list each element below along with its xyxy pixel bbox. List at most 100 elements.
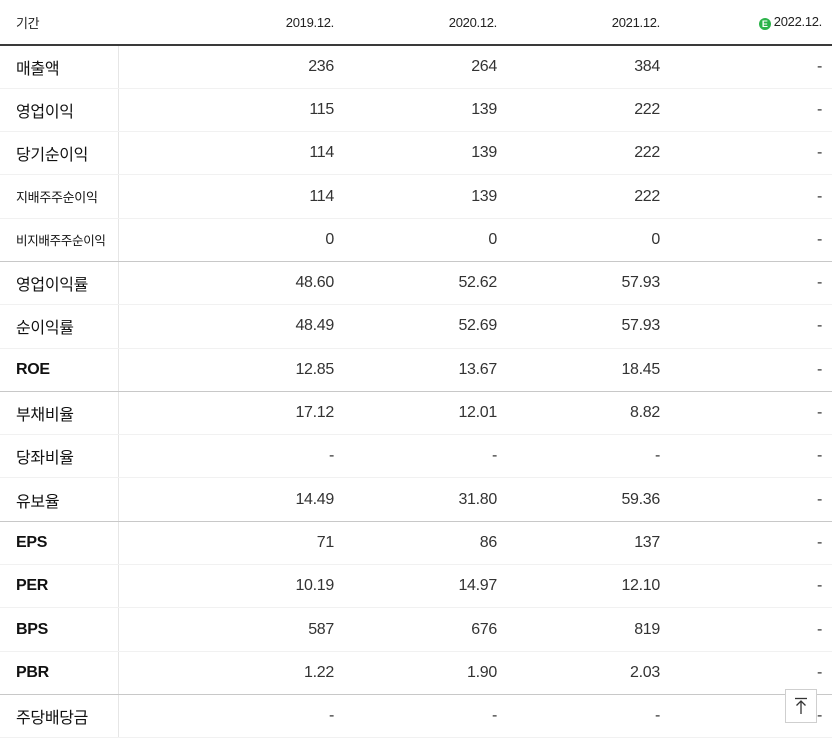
arrow-up-to-line-icon <box>795 697 807 714</box>
cell-value: 222 <box>507 174 670 219</box>
cell-value: 12.01 <box>344 391 507 436</box>
cell-value: 52.62 <box>344 261 507 306</box>
table-row: 매출액 236 264 384 - <box>0 45 832 89</box>
cell-value: - <box>118 434 344 479</box>
cell-value: 12.10 <box>507 564 670 609</box>
header-row: 기간 2019.12. 2020.12. 2021.12. E 2022.12. <box>0 0 832 46</box>
period-header: 기간 <box>0 0 118 46</box>
cell-value: 819 <box>507 607 670 652</box>
estimate-icon: E <box>758 18 771 30</box>
cell-value: 57.93 <box>507 304 670 349</box>
table-row: 당기순이익 114 139 222 - <box>0 131 832 176</box>
cell-value: - <box>670 304 832 349</box>
cell-value: - <box>670 607 832 652</box>
table-row: ROE 12.85 13.67 18.45 - <box>0 348 832 392</box>
table-row: 순이익률 48.49 52.69 57.93 - <box>0 304 832 349</box>
cell-value: 8.82 <box>507 391 670 436</box>
cell-value: 52.69 <box>344 304 507 349</box>
year-header: 2020.12. <box>344 0 507 46</box>
cell-value: - <box>670 218 832 262</box>
table-row: PER 10.19 14.97 12.10 - <box>0 564 832 609</box>
cell-value: - <box>670 564 832 609</box>
table-row: 지배주주순이익 114 139 222 - <box>0 174 832 219</box>
table-row: BPS 587 676 819 - <box>0 607 832 652</box>
year-header: 2021.12. <box>507 0 670 46</box>
row-label: PER <box>0 564 119 609</box>
row-label: 매출액 <box>0 45 119 89</box>
cell-value: - <box>507 434 670 479</box>
cell-value: 0 <box>344 218 507 262</box>
cell-value: - <box>344 434 507 479</box>
cell-value: 676 <box>344 607 507 652</box>
cell-value: - <box>670 434 832 479</box>
cell-value: - <box>670 391 832 436</box>
table-row: 유보율 14.49 31.80 59.36 - <box>0 477 832 522</box>
cell-value: - <box>670 521 832 566</box>
cell-value: 139 <box>344 131 507 176</box>
row-label: 지배주주순이익 <box>0 174 119 219</box>
year-header: 2019.12. <box>118 0 344 46</box>
cell-value: 587 <box>118 607 344 652</box>
cell-value: 222 <box>507 88 670 133</box>
scroll-to-top-button[interactable] <box>785 689 817 723</box>
row-label: BPS <box>0 607 119 652</box>
cell-value: 0 <box>118 218 344 262</box>
cell-value: - <box>670 477 832 522</box>
year-header-estimate: E 2022.12. <box>670 0 832 46</box>
cell-value: 2.03 <box>507 651 670 695</box>
cell-value: 1.90 <box>344 651 507 695</box>
row-label: 비지배주주순이익 <box>0 218 119 262</box>
cell-value: 114 <box>118 174 344 219</box>
cell-value: 115 <box>118 88 344 133</box>
cell-value: 17.12 <box>118 391 344 436</box>
cell-value: 57.93 <box>507 261 670 306</box>
cell-value: 12.85 <box>118 348 344 392</box>
row-label: ROE <box>0 348 119 392</box>
cell-value: 14.49 <box>118 477 344 522</box>
table-row: 영업이익 115 139 222 - <box>0 88 832 133</box>
cell-value: 18.45 <box>507 348 670 392</box>
row-label: 주당배당금 <box>0 694 119 738</box>
row-label: PBR <box>0 651 119 695</box>
cell-value: 137 <box>507 521 670 566</box>
table-row: 부채비율 17.12 12.01 8.82 - <box>0 391 832 436</box>
cell-value: - <box>118 694 344 738</box>
cell-value: - <box>670 174 832 219</box>
cell-value: 139 <box>344 174 507 219</box>
cell-value: 114 <box>118 131 344 176</box>
cell-value: 13.67 <box>344 348 507 392</box>
cell-value: - <box>670 651 832 695</box>
cell-value: - <box>670 348 832 392</box>
table-row: 당좌비율 - - - - <box>0 434 832 479</box>
cell-value: - <box>344 694 507 738</box>
cell-value: 139 <box>344 88 507 133</box>
cell-value: - <box>670 88 832 133</box>
cell-value: - <box>670 261 832 306</box>
table-row: 영업이익률 48.60 52.62 57.93 - <box>0 261 832 306</box>
cell-value: 0 <box>507 218 670 262</box>
table-row: 비지배주주순이익 0 0 0 - <box>0 218 832 262</box>
row-label: 영업이익률 <box>0 261 119 306</box>
cell-value: 71 <box>118 521 344 566</box>
row-label: 당기순이익 <box>0 131 119 176</box>
cell-value: 1.22 <box>118 651 344 695</box>
cell-value: 222 <box>507 131 670 176</box>
cell-value: 31.80 <box>344 477 507 522</box>
year-header-label: 2022.12. <box>773 14 823 29</box>
table-row: PBR 1.22 1.90 2.03 - <box>0 651 832 695</box>
cell-value: 86 <box>344 521 507 566</box>
row-label: 부채비율 <box>0 391 119 436</box>
cell-value: 59.36 <box>507 477 670 522</box>
row-label: EPS <box>0 521 119 566</box>
cell-value: 264 <box>344 45 507 89</box>
row-label: 순이익률 <box>0 304 119 349</box>
row-label: 당좌비율 <box>0 434 119 479</box>
cell-value: 10.19 <box>118 564 344 609</box>
cell-value: - <box>670 45 832 89</box>
cell-value: 14.97 <box>344 564 507 609</box>
row-label: 유보율 <box>0 477 119 522</box>
cell-value: 384 <box>507 45 670 89</box>
cell-value: 236 <box>118 45 344 89</box>
table-row: 주당배당금 - - - - <box>0 694 832 738</box>
